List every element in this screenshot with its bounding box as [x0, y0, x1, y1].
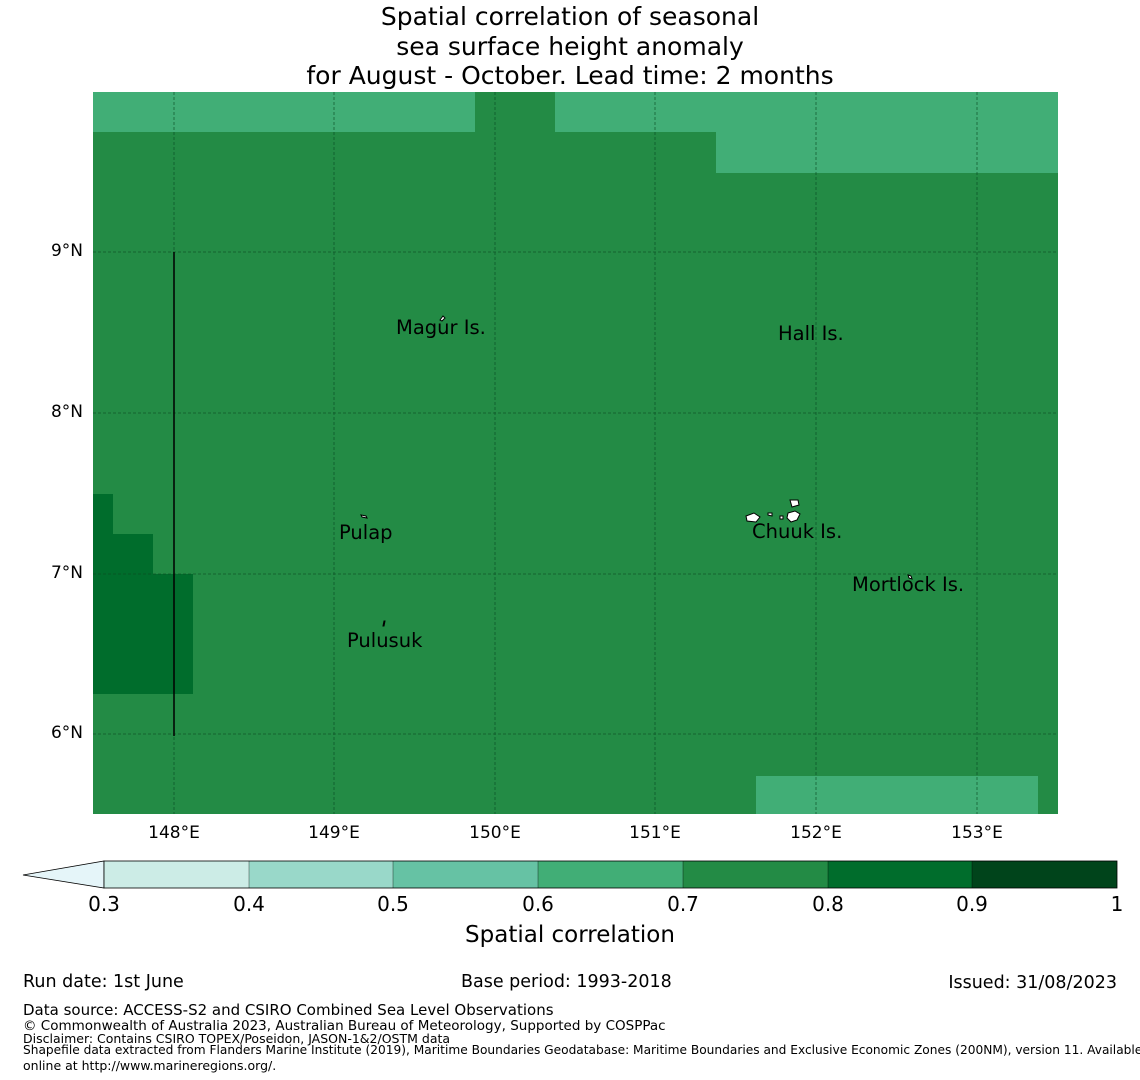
colorbar-bin-0.5-0.6 — [393, 861, 538, 888]
island-chuuk-1 — [789, 499, 800, 508]
field-cell-top-right — [716, 132, 1058, 173]
colorbar-tick-0.9: 0.9 — [956, 892, 988, 916]
field-cell-west-3 — [93, 574, 193, 694]
lon-label-152e: 152°E — [790, 823, 842, 843]
island-magur — [439, 315, 446, 322]
place-label-mortlock: Mortlock Is. — [852, 573, 965, 596]
correlation-field — [93, 92, 1058, 814]
run-date: Run date: 1st June — [23, 972, 184, 992]
colorbar-label: Spatial correlation — [465, 922, 675, 948]
colorbar-bin-0.9-1.0 — [972, 861, 1117, 888]
data-source: Data source: ACCESS-S2 and CSIRO Combine… — [23, 1001, 554, 1019]
lon-label-149e: 149°E — [308, 823, 360, 843]
colorbar-extend-arrow — [22, 860, 105, 889]
place-label-hall: Hall Is. — [778, 322, 844, 345]
lat-label-8n: 8°N — [50, 402, 83, 422]
colorbar-bin-0.4-0.5 — [249, 861, 393, 888]
island-mortlock — [907, 574, 913, 580]
colorbar-outline — [103, 860, 1118, 889]
colorbar-tick-0.6: 0.6 — [522, 892, 554, 916]
colorbar-tick-0.4: 0.4 — [233, 892, 265, 916]
islands — [360, 315, 913, 627]
field-cell-top-left — [93, 92, 475, 132]
shapefile-credit-line-2: online at http://www.marineregions.org/. — [23, 1058, 277, 1073]
colorbar-bin-0.8-0.9 — [828, 861, 972, 888]
island-pulap — [360, 514, 368, 519]
colorbar-tick-0.7: 0.7 — [667, 892, 699, 916]
map-title: Spatial correlation of seasonal sea surf… — [0, 2, 1140, 91]
field-base — [93, 92, 1058, 814]
place-label-magur: Magur Is. — [396, 316, 486, 339]
title-line-1: Spatial correlation of seasonal — [380, 2, 760, 31]
place-label-chuuk: Chuuk Is. — [752, 520, 843, 543]
lon-label-148e: 148°E — [148, 823, 200, 843]
lon-label-150e: 150°E — [469, 823, 521, 843]
colorbar-tick-0.8: 0.8 — [812, 892, 844, 916]
title-line-3: for August - October. Lead time: 2 month… — [306, 61, 834, 90]
colorbar-tick-0.5: 0.5 — [377, 892, 409, 916]
base-period: Base period: 1993-2018 — [461, 972, 672, 992]
colorbar-tick-0.3: 0.3 — [88, 892, 120, 916]
graticule — [93, 92, 1058, 814]
colorbar-bin-0.7-0.8 — [683, 861, 828, 888]
lon-label-151e: 151°E — [629, 823, 681, 843]
colorbar-bin-0.3-0.4 — [104, 861, 249, 888]
shapefile-credit-line-1: Shapefile data extracted from Flanders M… — [23, 1043, 1140, 1057]
place-label-pulap: Pulap — [339, 521, 393, 544]
field-cell-bottom-right — [756, 776, 1038, 814]
island-chuuk-3 — [767, 512, 773, 517]
lat-label-9n: 9°N — [50, 241, 83, 261]
colorbar-bin-0.6-0.7 — [538, 861, 683, 888]
field-cell-top-mid — [555, 92, 1058, 132]
colorbar — [22, 860, 1118, 889]
lat-label-6n: 6°N — [50, 723, 83, 743]
title-line-2: sea surface height anomaly — [396, 31, 744, 61]
island-chuuk-5 — [786, 510, 801, 523]
colorbar-tick-1: 1 — [1110, 892, 1124, 916]
disclaimer: Disclaimer: Contains CSIRO TOPEX/Poseido… — [23, 1031, 451, 1046]
island-chuuk-4 — [779, 515, 784, 520]
copyright: © Commonwealth of Australia 2023, Austra… — [23, 1018, 666, 1034]
lon-label-153e: 153°E — [951, 823, 1003, 843]
island-pulusuk — [382, 620, 386, 627]
issued-date: Issued: 31/08/2023 — [948, 973, 1117, 993]
place-label-pulusuk: Pulusuk — [347, 629, 423, 652]
field-cell-west-2 — [93, 534, 153, 574]
field-cell-west-1 — [93, 494, 113, 534]
island-chuuk-2 — [745, 512, 761, 523]
lat-label-7n: 7°N — [50, 563, 83, 583]
